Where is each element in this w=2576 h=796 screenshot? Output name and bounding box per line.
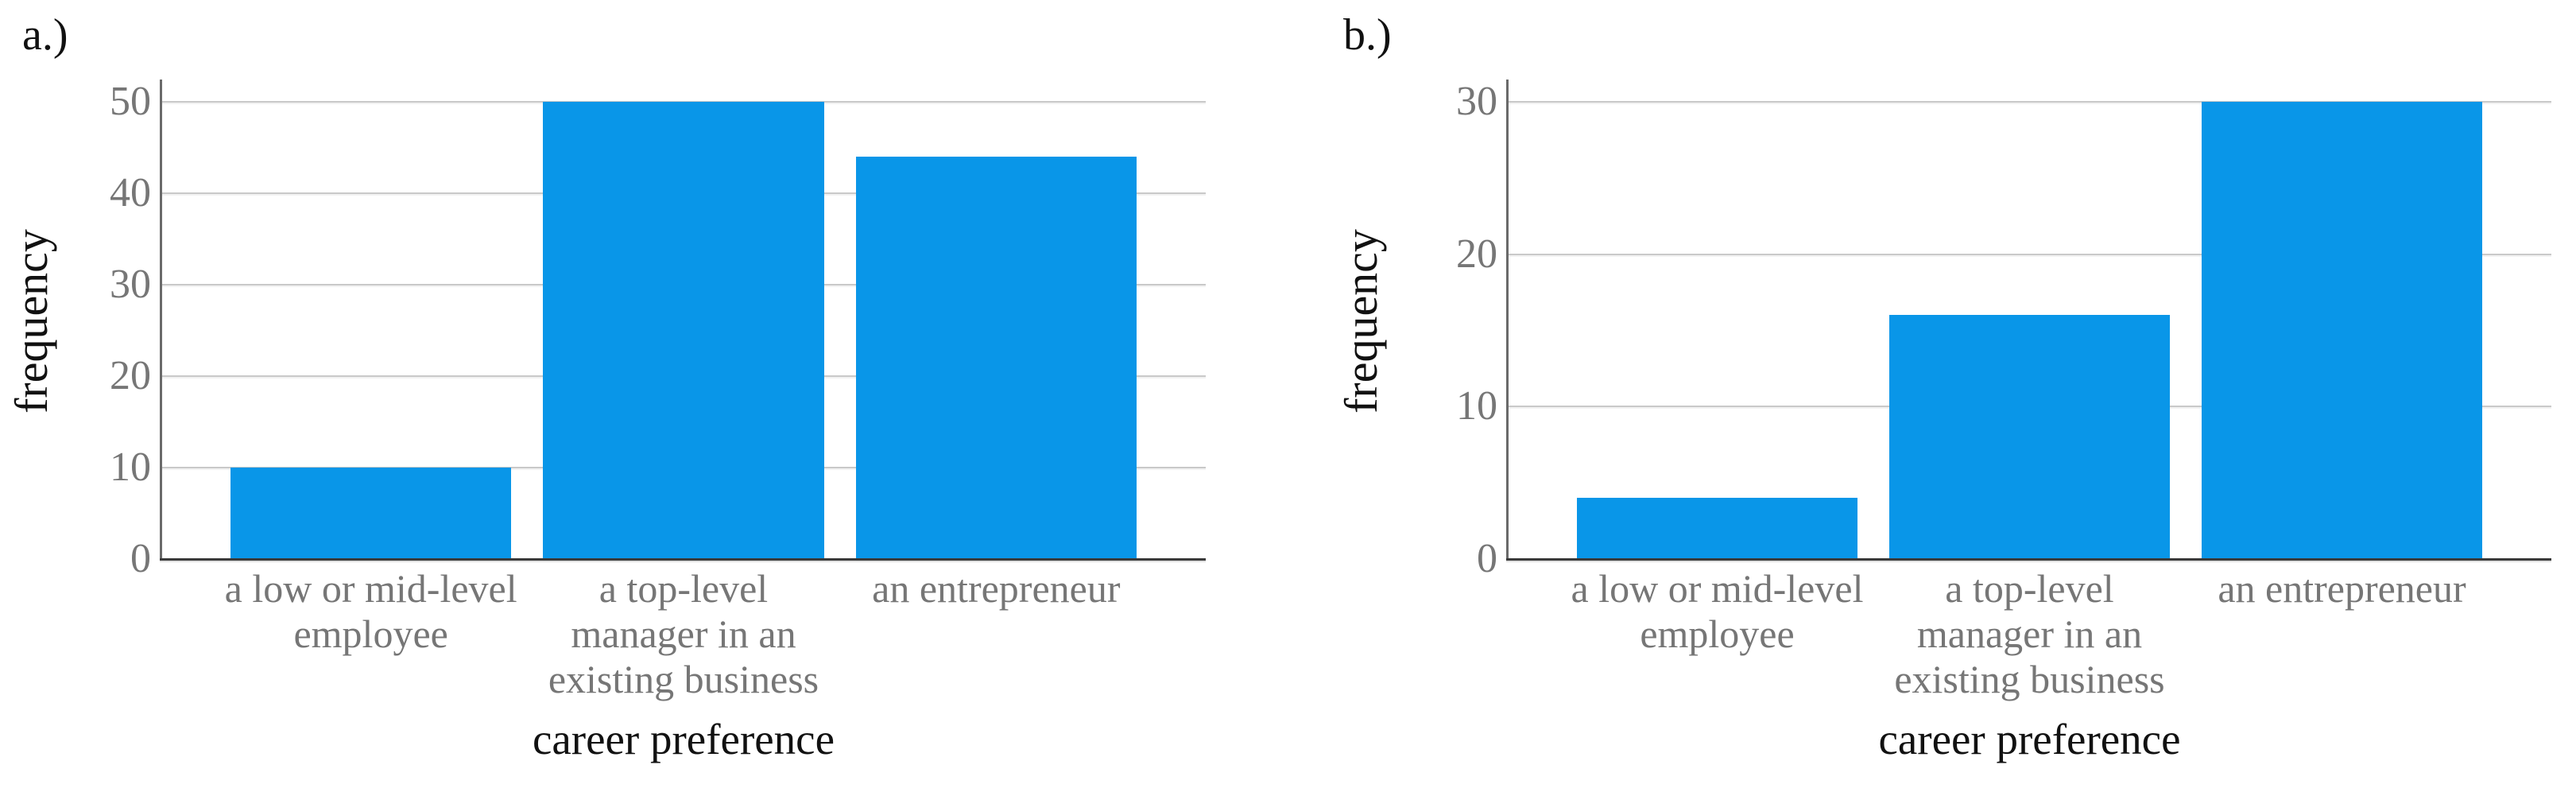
gridline-30: [1508, 101, 2551, 103]
y-tick-label-0: 0: [130, 536, 151, 581]
x-axis-title: career preference: [532, 715, 835, 763]
y-tick-label-20: 20: [1456, 231, 1497, 277]
x-axis-line: [1506, 558, 2551, 561]
category-label-an-entrepreneur: an entrepreneur: [2218, 566, 2466, 611]
x-axis-title: career preference: [1878, 715, 2181, 763]
y-tick-label-40: 40: [110, 170, 151, 216]
panel-label: b.): [1343, 10, 1392, 60]
category-label-a-low-or-mid-level-employee: a low or mid-level employee: [1571, 566, 1864, 656]
panel-label: a.): [22, 10, 68, 60]
chart-panel-a: a.) frequency 0 10 20 30 40 50 a low or mid-leve…: [6, 10, 1206, 763]
gridline-20: [1508, 253, 2551, 255]
y-tick-label-30: 30: [1456, 79, 1497, 124]
category-label-a-low-or-mid-level-employee: a low or mid-level employee: [224, 566, 517, 656]
category-label-a-top-level-manager-in-an-existing-business: a top-level manager in an existing busin…: [1894, 566, 2165, 701]
bar-a-low-or-mid-level-employee: [1577, 498, 1857, 559]
y-tick-label-0: 0: [1477, 536, 1497, 581]
chart-panel-b: b.) frequency 0 10 20 30 a low or mid-level em…: [1288, 0, 2575, 796]
bar-an-entrepreneur: [2202, 102, 2482, 559]
y-tick-label-10: 10: [1456, 383, 1497, 429]
y-tick-label-10: 10: [110, 445, 151, 490]
category-label-an-entrepreneur: an entrepreneur: [872, 566, 1121, 611]
y-tick-label-20: 20: [110, 353, 151, 398]
bar-a-top-level-manager-in-an-existing-business: [1889, 315, 2170, 559]
y-tick-label-50: 50: [110, 79, 151, 124]
category-label-a-top-level-manager-in-an-existing-business: a top-level manager in an existing busin…: [548, 566, 819, 701]
y-tick-label-30: 30: [110, 262, 151, 307]
y-axis-line: [1506, 80, 1509, 561]
y-axis-line: [160, 80, 162, 561]
bar-an-entrepreneur: [855, 157, 1137, 559]
x-axis-line: [160, 558, 1206, 561]
bar-a-top-level-manager-in-an-existing-business: [543, 102, 824, 559]
bar-a-low-or-mid-level-employee: [230, 468, 512, 559]
